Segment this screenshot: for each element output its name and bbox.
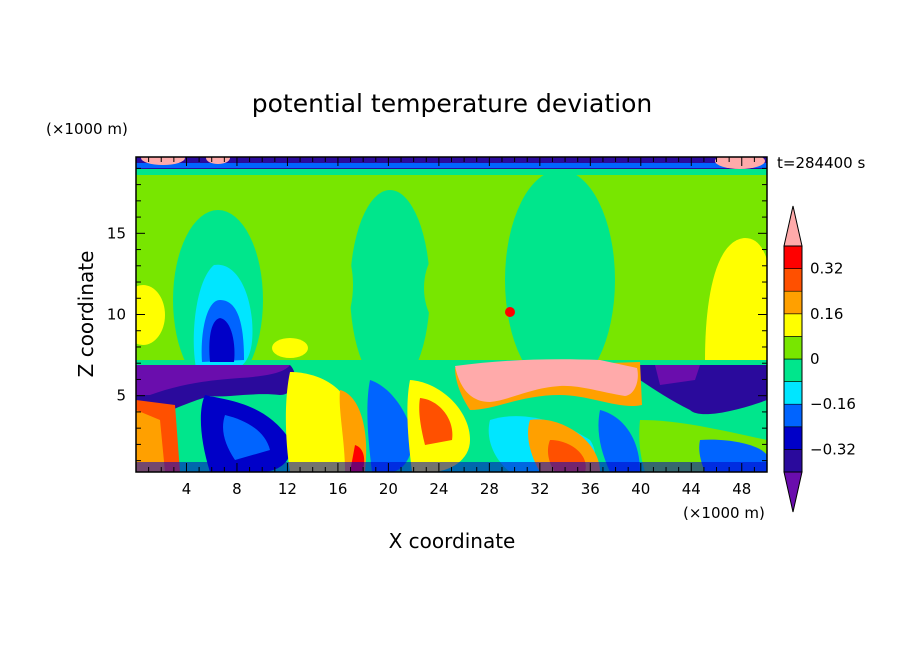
colorbar-min-arrow	[783, 471, 803, 513]
x-tick-label: 16	[328, 480, 347, 498]
warm-lobe-1	[297, 230, 353, 340]
left-cold-core	[136, 365, 290, 395]
colorbar-bin	[783, 290, 803, 315]
contour-field	[136, 157, 767, 472]
top-boundary-band-2	[136, 163, 767, 168]
upper-green-zone	[136, 170, 767, 390]
lower-cold-cell-inner	[223, 415, 270, 460]
x-tick-label: 12	[278, 480, 297, 498]
chart-title: potential temperature deviation	[252, 89, 652, 118]
warm-lobe-2	[424, 243, 484, 333]
upper-neutral-region	[350, 190, 430, 390]
colorbar-max-arrow	[783, 205, 803, 247]
right-cold-core	[655, 365, 700, 385]
y-axis-ticks: 5 10 15	[107, 167, 767, 462]
x-tick-label: 40	[631, 480, 650, 498]
colorbar-bin	[783, 245, 803, 269]
x-tick-label: 24	[429, 480, 448, 498]
colorbar-bin	[783, 358, 803, 382]
y-tick-label: 15	[107, 224, 126, 242]
x-tick-label: 36	[581, 480, 600, 498]
x-tick-label: 4	[182, 480, 192, 498]
upper-neutral-region-2	[505, 170, 615, 390]
x-tick-label: 8	[232, 480, 242, 498]
x-tick-label: 48	[732, 480, 751, 498]
x-tick-label: 28	[480, 480, 499, 498]
dark-blue-plume	[209, 318, 235, 362]
colorbar-tick-label: 0	[810, 350, 820, 368]
colorbar-tick-label: −0.16	[810, 395, 856, 413]
y-tick-label: 10	[107, 306, 126, 324]
colorbar-tick-label: 0.16	[810, 305, 843, 323]
yellow-right-region	[705, 238, 767, 360]
colorbar-bin	[783, 336, 803, 360]
x-tick-label: 32	[530, 480, 549, 498]
top-pink-2	[206, 157, 230, 164]
colorbar-bin	[783, 449, 803, 473]
y-tick-label: 5	[116, 387, 126, 405]
colorbar-bin	[783, 268, 803, 292]
colorbar-bin	[783, 313, 803, 337]
y-axis-unit: (×1000 m)	[46, 120, 128, 138]
top-left-pink	[141, 157, 185, 165]
colorbar-tick-label: −0.32	[810, 440, 856, 458]
lower-cold-cell-3	[598, 410, 640, 472]
colorbar-tick-label: 0.32	[810, 260, 843, 278]
time-label: t=284400 s	[777, 154, 865, 172]
top-right-pink	[715, 157, 765, 169]
x-axis-ticks: 4 8 12 16 20 24 28 32 36 40 44 48	[148, 157, 755, 498]
colorbar-bin	[783, 426, 803, 450]
colorbar-bin	[783, 403, 803, 428]
x-axis-label: X coordinate	[389, 529, 516, 553]
x-tick-label: 20	[379, 480, 398, 498]
lower-left-warm-inner	[136, 410, 165, 472]
x-tick-label: 44	[682, 480, 701, 498]
x-axis-unit: (×1000 m)	[683, 504, 765, 522]
warm-layer-core	[455, 359, 638, 402]
colorbar: 0.32 0.16 0 −0.16 −0.32	[783, 205, 856, 513]
colorbar-frame	[783, 245, 803, 473]
red-spot	[505, 307, 515, 317]
colorbar-bin	[783, 381, 803, 405]
y-axis-label: Z coordinate	[74, 251, 98, 378]
lower-layer	[136, 359, 767, 472]
small-yellow-patch	[272, 338, 308, 358]
yellow-left-edge	[136, 285, 165, 345]
lower-cold-cell-2	[367, 380, 413, 472]
lower-warm-cell-2-inner	[419, 398, 453, 445]
